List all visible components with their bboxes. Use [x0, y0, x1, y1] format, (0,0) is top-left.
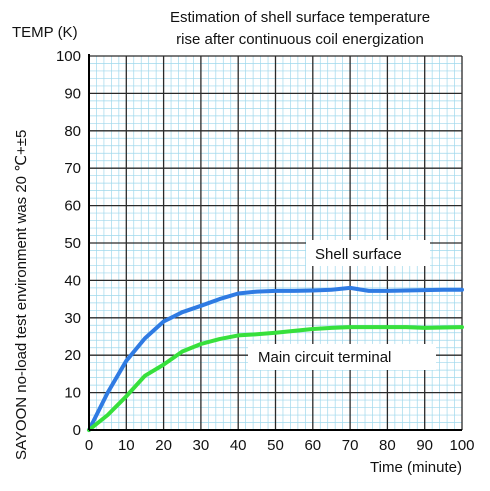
- y-tick-labels: 0 10 20 30 40 50 60 70 80 90 100: [56, 48, 81, 439]
- chart-title-line2: rise after continuous coil energization: [176, 31, 424, 48]
- legend-shell-surface: Shell surface: [306, 240, 430, 266]
- x-tick-label: 60: [304, 437, 321, 454]
- x-tick-label: 10: [118, 437, 135, 454]
- y-tick-label: 30: [64, 310, 81, 327]
- y-tick-label: 100: [56, 48, 81, 65]
- y-tick-label: 50: [64, 235, 81, 252]
- side-note: SAYOON no-load test environment was 20 ℃…: [13, 130, 30, 460]
- y-tick-label: 20: [64, 347, 81, 364]
- x-tick-labels: 0 10 20 30 40 50 60 70 80 90 100: [85, 437, 475, 454]
- x-tick-label: 80: [379, 437, 396, 454]
- x-tick-label: 90: [416, 437, 433, 454]
- y-tick-label: 80: [64, 123, 81, 140]
- legend-shell-surface-label: Shell surface: [315, 246, 402, 263]
- x-tick-label: 0: [85, 437, 93, 454]
- x-tick-label: 40: [230, 437, 247, 454]
- y-tick-label: 0: [73, 422, 81, 439]
- y-tick-label: 10: [64, 385, 81, 402]
- chart-title-line1: Estimation of shell surface temperature: [170, 9, 430, 26]
- y-tick-label: 90: [64, 85, 81, 102]
- x-axis-label: Time (minute): [370, 459, 462, 476]
- y-tick-label: 40: [64, 272, 81, 289]
- legend-main-circuit-terminal-label: Main circuit terminal: [258, 349, 391, 366]
- x-tick-label: 30: [193, 437, 210, 454]
- legend-main-circuit-terminal: Main circuit terminal: [248, 344, 436, 370]
- x-tick-label: 100: [449, 437, 474, 454]
- x-tick-label: 20: [155, 437, 172, 454]
- y-tick-label: 60: [64, 198, 81, 215]
- x-tick-label: 70: [342, 437, 359, 454]
- y-axis-label: TEMP (K): [12, 24, 78, 41]
- x-tick-label: 50: [267, 437, 284, 454]
- y-tick-label: 70: [64, 160, 81, 177]
